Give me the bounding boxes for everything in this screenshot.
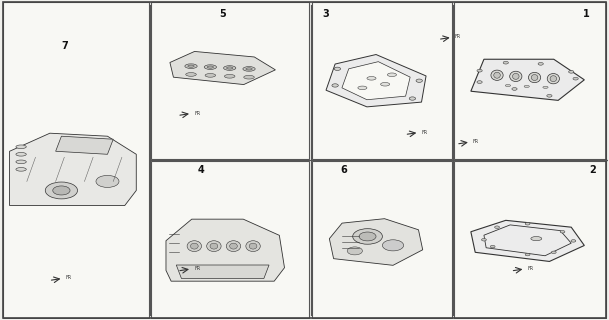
Ellipse shape xyxy=(543,86,548,88)
Circle shape xyxy=(334,67,340,70)
Circle shape xyxy=(382,240,404,251)
Ellipse shape xyxy=(510,71,522,82)
FancyBboxPatch shape xyxy=(312,2,452,159)
Circle shape xyxy=(477,81,482,84)
Text: 1: 1 xyxy=(583,9,590,19)
Circle shape xyxy=(353,229,382,244)
Circle shape xyxy=(512,88,517,90)
Ellipse shape xyxy=(367,76,376,80)
Circle shape xyxy=(477,69,482,72)
Ellipse shape xyxy=(550,76,557,82)
Circle shape xyxy=(547,94,552,97)
Circle shape xyxy=(569,70,574,73)
Circle shape xyxy=(332,84,338,87)
FancyBboxPatch shape xyxy=(312,161,452,318)
Circle shape xyxy=(96,175,119,188)
Ellipse shape xyxy=(16,153,26,156)
Text: 7: 7 xyxy=(62,41,68,51)
Ellipse shape xyxy=(191,243,198,249)
Polygon shape xyxy=(342,62,410,100)
Circle shape xyxy=(347,247,362,255)
Ellipse shape xyxy=(227,67,233,69)
Polygon shape xyxy=(326,54,426,107)
Ellipse shape xyxy=(16,160,26,164)
Text: 5: 5 xyxy=(219,9,226,19)
Ellipse shape xyxy=(244,76,255,79)
Ellipse shape xyxy=(186,73,196,76)
Ellipse shape xyxy=(16,145,26,148)
Text: FR: FR xyxy=(66,276,72,281)
Text: FR: FR xyxy=(455,35,461,39)
Polygon shape xyxy=(176,265,269,278)
Circle shape xyxy=(482,238,487,241)
Ellipse shape xyxy=(227,241,241,252)
Polygon shape xyxy=(10,133,136,205)
FancyBboxPatch shape xyxy=(2,2,149,318)
Ellipse shape xyxy=(185,64,197,68)
Ellipse shape xyxy=(230,243,238,249)
FancyBboxPatch shape xyxy=(151,2,309,159)
FancyBboxPatch shape xyxy=(454,161,607,318)
Circle shape xyxy=(503,61,509,64)
Ellipse shape xyxy=(16,168,26,171)
Circle shape xyxy=(571,240,576,242)
Ellipse shape xyxy=(210,243,218,249)
Ellipse shape xyxy=(358,86,367,90)
Text: FR: FR xyxy=(194,110,200,116)
Text: FR: FR xyxy=(194,266,200,271)
Ellipse shape xyxy=(206,241,221,252)
Ellipse shape xyxy=(187,241,202,252)
Circle shape xyxy=(416,79,423,82)
Text: 2: 2 xyxy=(589,164,596,174)
Ellipse shape xyxy=(505,84,510,86)
Circle shape xyxy=(560,230,565,233)
Text: 3: 3 xyxy=(322,9,329,19)
Circle shape xyxy=(490,245,495,248)
Polygon shape xyxy=(166,219,284,281)
Polygon shape xyxy=(471,220,584,261)
Circle shape xyxy=(53,186,70,195)
Circle shape xyxy=(573,77,578,80)
Circle shape xyxy=(551,251,556,253)
Ellipse shape xyxy=(491,70,503,80)
Ellipse shape xyxy=(513,73,519,79)
Circle shape xyxy=(495,226,499,228)
Polygon shape xyxy=(170,52,275,84)
FancyBboxPatch shape xyxy=(454,2,607,159)
Polygon shape xyxy=(329,219,423,265)
Ellipse shape xyxy=(224,66,236,70)
Ellipse shape xyxy=(249,243,257,249)
Circle shape xyxy=(525,222,530,225)
Ellipse shape xyxy=(205,74,216,77)
Circle shape xyxy=(525,253,530,256)
Text: 4: 4 xyxy=(198,164,205,174)
Text: FR: FR xyxy=(527,266,533,271)
Circle shape xyxy=(538,62,543,65)
Text: FR: FR xyxy=(421,130,428,135)
Ellipse shape xyxy=(188,65,194,67)
Ellipse shape xyxy=(531,75,538,81)
Ellipse shape xyxy=(246,68,252,70)
Circle shape xyxy=(409,97,415,100)
Ellipse shape xyxy=(207,66,214,68)
Ellipse shape xyxy=(524,85,529,87)
Ellipse shape xyxy=(531,236,542,241)
Text: FR: FR xyxy=(473,139,479,144)
Polygon shape xyxy=(55,136,113,154)
Circle shape xyxy=(359,232,376,241)
Ellipse shape xyxy=(547,74,560,84)
FancyBboxPatch shape xyxy=(151,161,309,318)
Text: 6: 6 xyxy=(340,164,347,174)
Ellipse shape xyxy=(246,241,260,252)
Polygon shape xyxy=(471,59,584,100)
Ellipse shape xyxy=(494,72,501,78)
Ellipse shape xyxy=(387,73,396,76)
Ellipse shape xyxy=(381,83,390,86)
Circle shape xyxy=(45,182,77,199)
Ellipse shape xyxy=(204,65,217,69)
Ellipse shape xyxy=(529,72,541,83)
Ellipse shape xyxy=(225,75,235,78)
Ellipse shape xyxy=(243,67,255,71)
